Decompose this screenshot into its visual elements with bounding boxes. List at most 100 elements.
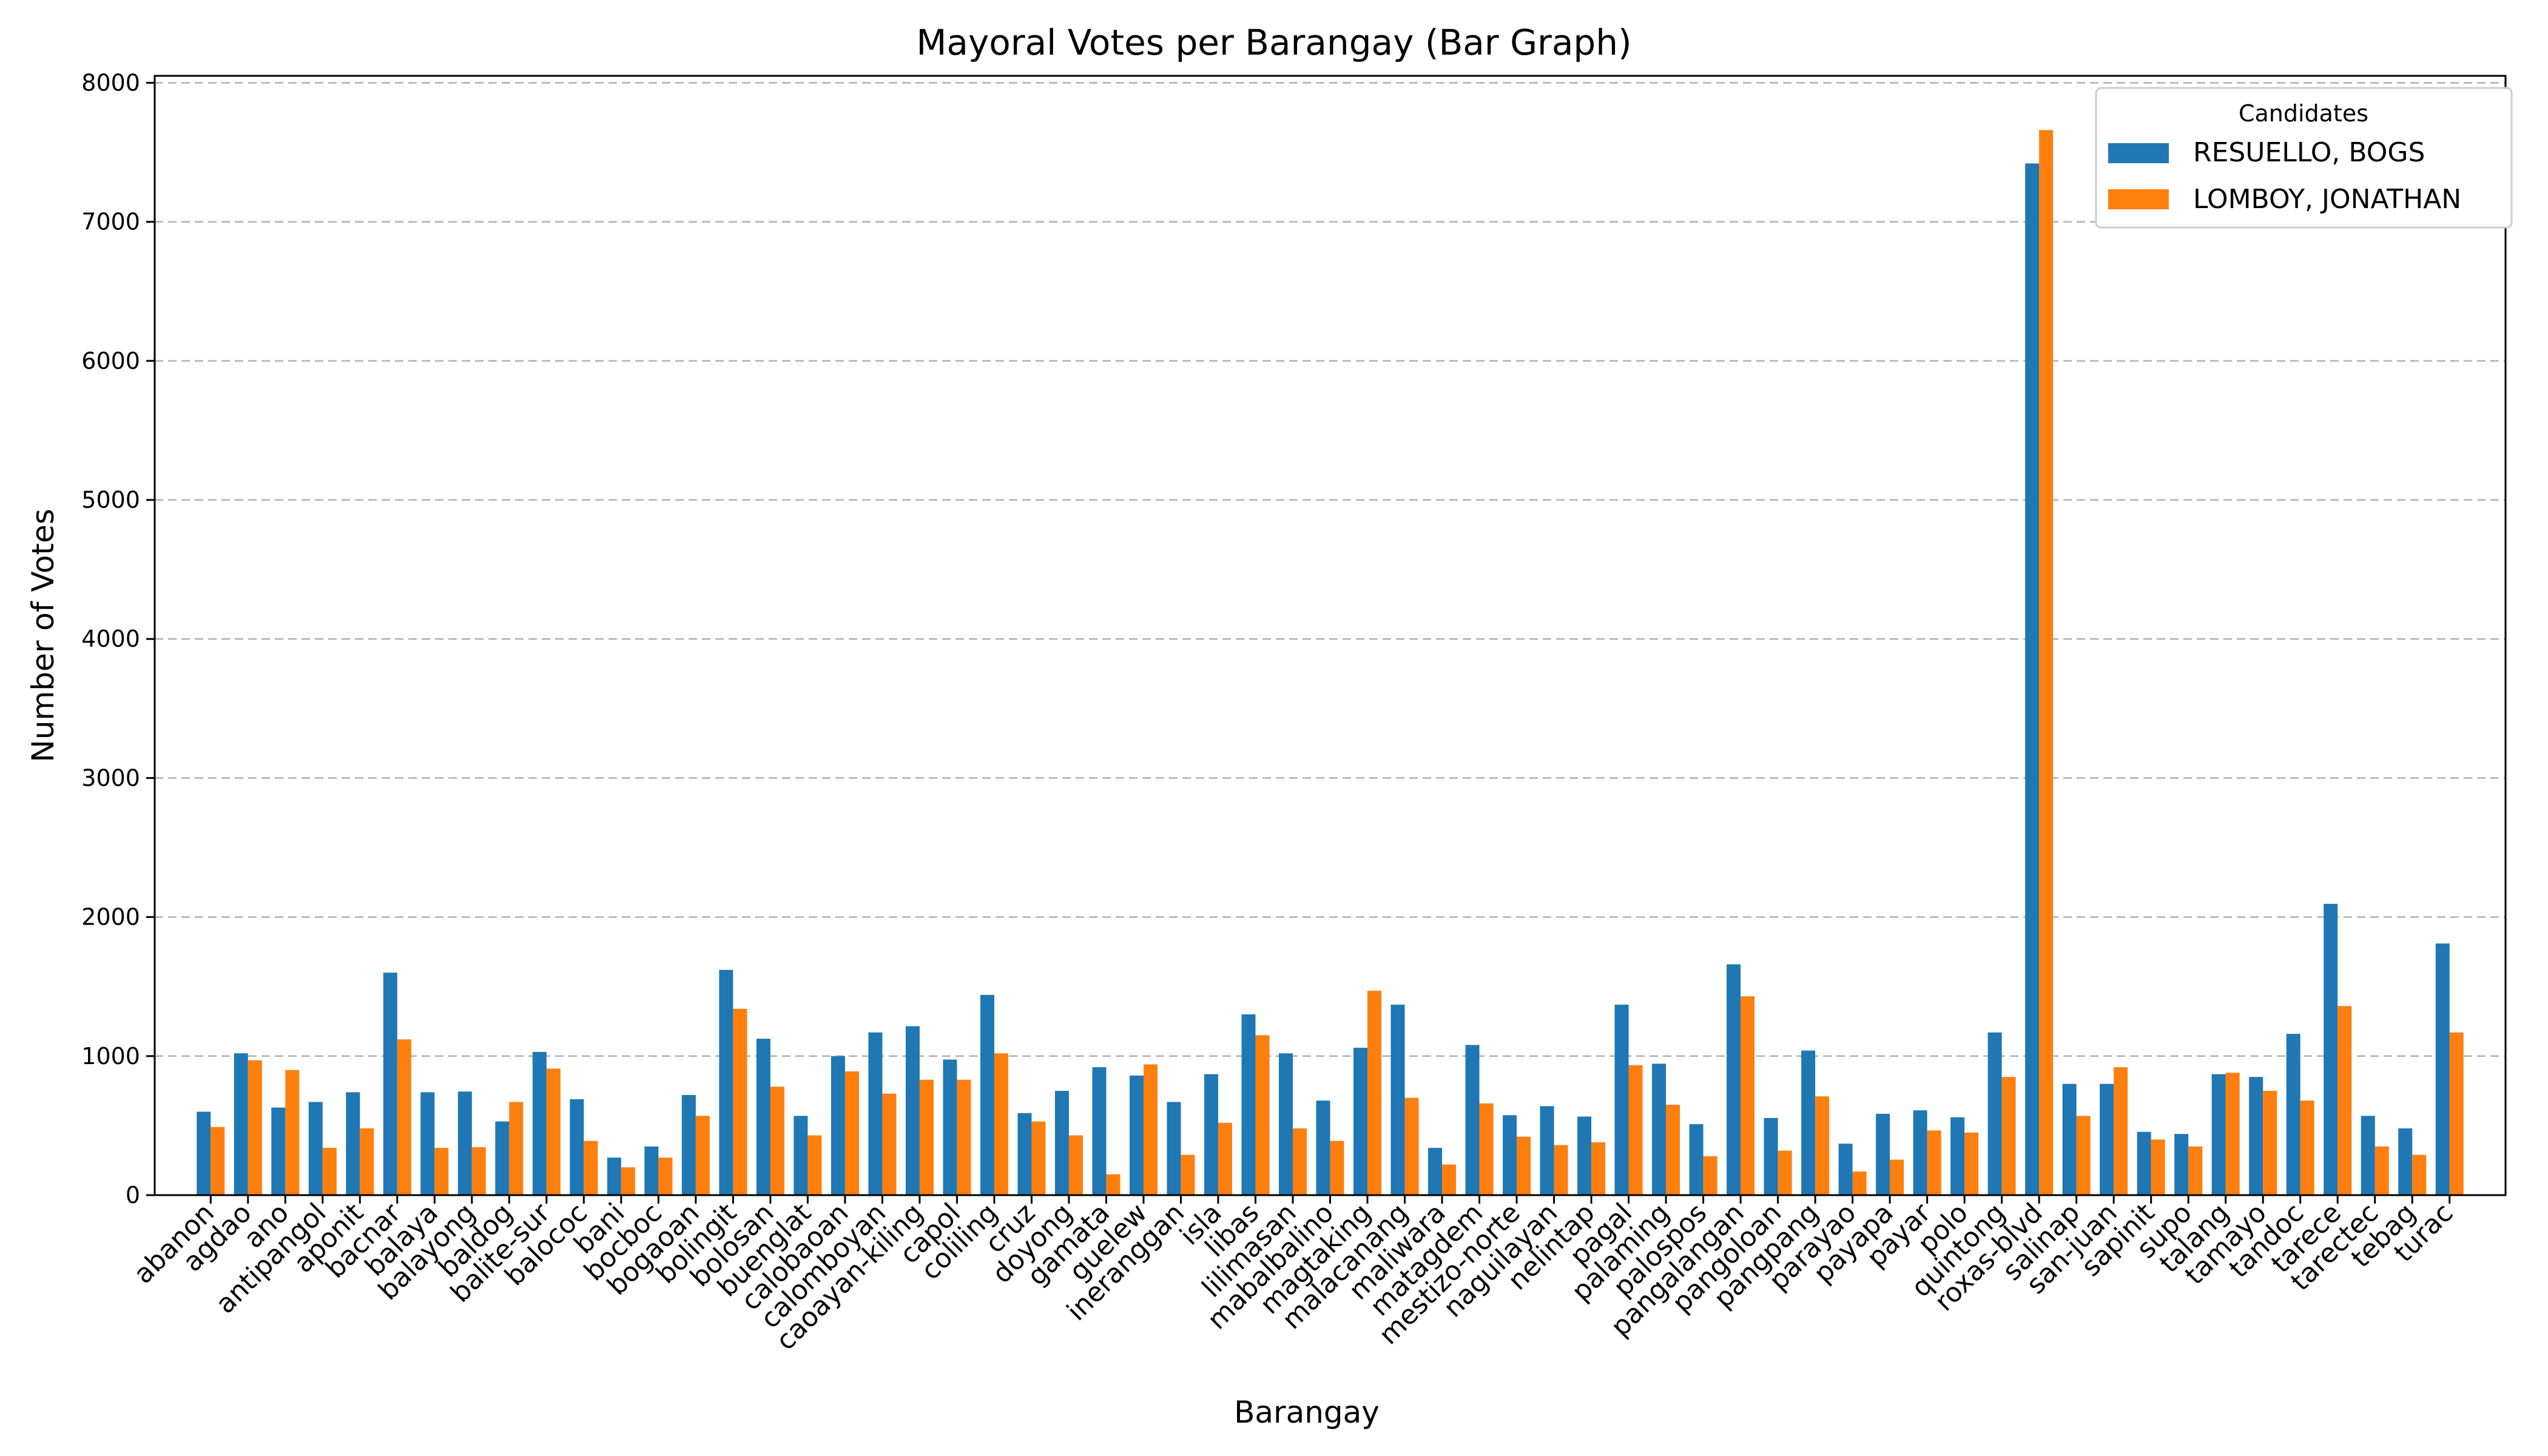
y-tick-label: 6000 [81,348,140,374]
bar-resuello-malacanang [1390,1005,1405,1195]
bar-lomboy-bolingit [733,1008,747,1195]
bar-resuello-agdao [234,1053,248,1195]
bar-resuello-baldog [495,1121,510,1195]
bar-lomboy-doyong [1068,1135,1083,1195]
bar-resuello-pangpang [1801,1050,1816,1195]
bar-lomboy-parayao [1852,1171,1867,1195]
bar-resuello-ano [271,1107,286,1195]
bar-lomboy-talang [2225,1073,2240,1195]
bar-lomboy-libas [1255,1035,1270,1195]
bar-lomboy-aponit [360,1128,374,1195]
bar-lomboy-turac [2449,1032,2464,1195]
bar-lomboy-palaming [1666,1105,1680,1195]
bar-resuello-calomboyan [868,1032,883,1195]
bar-resuello-polo [1950,1117,1965,1195]
y-axis-ticks: 0 1000 2000 3000 4000 5000 6000 7000 8000 [81,69,155,1208]
bar-lomboy-mabalbalino [1330,1141,1344,1195]
bar-resuello-bani [607,1158,621,1195]
bar-resuello-calobaoan [831,1056,845,1195]
bar-lomboy-isla [1218,1122,1232,1195]
bar-lomboy-payar [1927,1130,1941,1195]
bar-lomboy-pagal [1628,1065,1643,1195]
bar-resuello-magtaking [1353,1048,1368,1195]
bar-lomboy-antipangol [322,1148,337,1195]
bars [197,130,2464,1195]
bar-resuello-palaming [1652,1063,1667,1195]
bar-resuello-buenglat [794,1116,808,1195]
bar-lomboy-mestizo-norte [1517,1136,1531,1195]
bar-resuello-tamayo [2249,1077,2263,1195]
legend-title: Candidates [2239,100,2368,127]
bar-resuello-naguilayan [1540,1106,1554,1195]
bar-lomboy-balaya [434,1148,449,1195]
bar-lomboy-matagdem [1479,1103,1494,1195]
bar-resuello-caoayan-kiling [905,1026,920,1195]
bar-lomboy-roxas-blvd [2039,130,2054,1195]
bar-resuello-maliwara [1428,1148,1443,1195]
bar-lomboy-magtaking [1367,991,1382,1195]
bar-lomboy-nelintap [1591,1142,1606,1195]
bar-resuello-abanon [197,1111,211,1195]
legend-frame [2095,87,2513,229]
bar-resuello-capol [943,1059,957,1195]
bar-resuello-roxas-blvd [2025,163,2040,1195]
bar-lomboy-balococ [584,1141,598,1195]
bar-lomboy-san-juan [2114,1067,2128,1195]
bar-lomboy-balite-sur [546,1068,561,1195]
bar-lomboy-bacnar [397,1039,411,1195]
bar-lomboy-guelew [1143,1064,1158,1195]
bar-lomboy-malacanang [1404,1097,1419,1195]
bar-lomboy-tandoc [2300,1100,2314,1195]
bar-lomboy-sapinit [2151,1139,2165,1195]
bar-lomboy-cruz [1031,1121,1046,1195]
y-tick-label: 1000 [81,1043,140,1070]
bar-lomboy-abanon [211,1127,225,1195]
bar-lomboy-palospos [1703,1156,1717,1195]
bar-resuello-tarece [2324,903,2338,1195]
bar-lomboy-supo [2188,1146,2203,1195]
y-tick-label: 2000 [81,904,140,931]
bar-lomboy-tebag [2412,1154,2427,1195]
bar-lomboy-lilimasan [1292,1128,1307,1195]
bar-lomboy-capol [957,1079,971,1195]
bar-lomboy-caoayan-kiling [919,1079,934,1195]
bar-lomboy-buenglat [807,1135,822,1195]
bar-lomboy-pangalangan [1741,996,1755,1195]
bar-lomboy-quintong [2001,1077,2016,1195]
bar-resuello-pagal [1614,1005,1629,1195]
bar-resuello-ineranggan [1167,1102,1181,1195]
y-tick-label: 7000 [81,209,140,235]
bar-lomboy-salinap [2076,1116,2091,1195]
legend: Candidates RESUELLO, BOGS LOMBOY, JONATH… [2095,87,2513,229]
bar-resuello-antipangol [308,1102,323,1195]
bar-resuello-talang [2211,1074,2226,1195]
bar-resuello-libas [1241,1014,1256,1195]
bar-resuello-coliling [980,994,994,1195]
bar-lomboy-bolosan [770,1087,784,1195]
bar-resuello-pangoloan [1764,1117,1778,1195]
bar-lomboy-bani [621,1167,635,1195]
bar-resuello-balite-sur [532,1051,547,1195]
bar-lomboy-tarectec [2374,1146,2389,1195]
bar-resuello-turac [2435,943,2450,1195]
bar-lomboy-calobaoan [844,1071,859,1195]
bar-resuello-guelew [1129,1075,1144,1195]
bar-lomboy-tamayo [2263,1091,2277,1195]
legend-swatch-resuello [2108,143,2169,163]
bar-resuello-cruz [1017,1113,1032,1195]
bar-lomboy-pangpang [1815,1096,1830,1195]
bar-lomboy-calomboyan [882,1093,897,1195]
bar-resuello-bolosan [756,1039,770,1195]
bar-resuello-quintong [1987,1032,2002,1195]
bar-lomboy-ineranggan [1181,1154,1195,1195]
y-tick-label: 4000 [81,625,140,652]
bar-lomboy-gamata [1106,1174,1121,1195]
bar-resuello-doyong [1054,1091,1069,1195]
bar-lomboy-balayong [471,1147,486,1195]
bar-lomboy-pangoloan [1778,1150,1792,1195]
bar-resuello-mabalbalino [1316,1100,1330,1195]
bar-resuello-bocboc [644,1146,659,1195]
bar-lomboy-payapa [1890,1159,1904,1195]
